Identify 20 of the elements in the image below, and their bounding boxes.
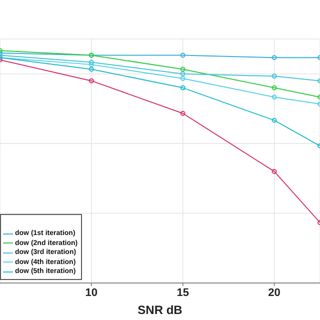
- point: [272, 74, 277, 79]
- point: [272, 85, 277, 90]
- point: [180, 52, 186, 58]
- point: [180, 66, 186, 72]
- point: [272, 168, 277, 174]
- point: [180, 110, 186, 116]
- point: [88, 66, 94, 72]
- point: [88, 78, 94, 84]
- x-tick-label: 15: [176, 286, 189, 299]
- point: [180, 76, 186, 82]
- point: [272, 55, 277, 60]
- point: [272, 118, 277, 123]
- point: [88, 60, 94, 65]
- point: [180, 71, 186, 76]
- point: [272, 94, 277, 100]
- point: [180, 85, 186, 90]
- x-tick-label: 10: [85, 286, 98, 299]
- point: [88, 62, 94, 68]
- x-axis-title: SNR dB: [138, 303, 183, 317]
- x-tick-label: 20: [268, 286, 280, 299]
